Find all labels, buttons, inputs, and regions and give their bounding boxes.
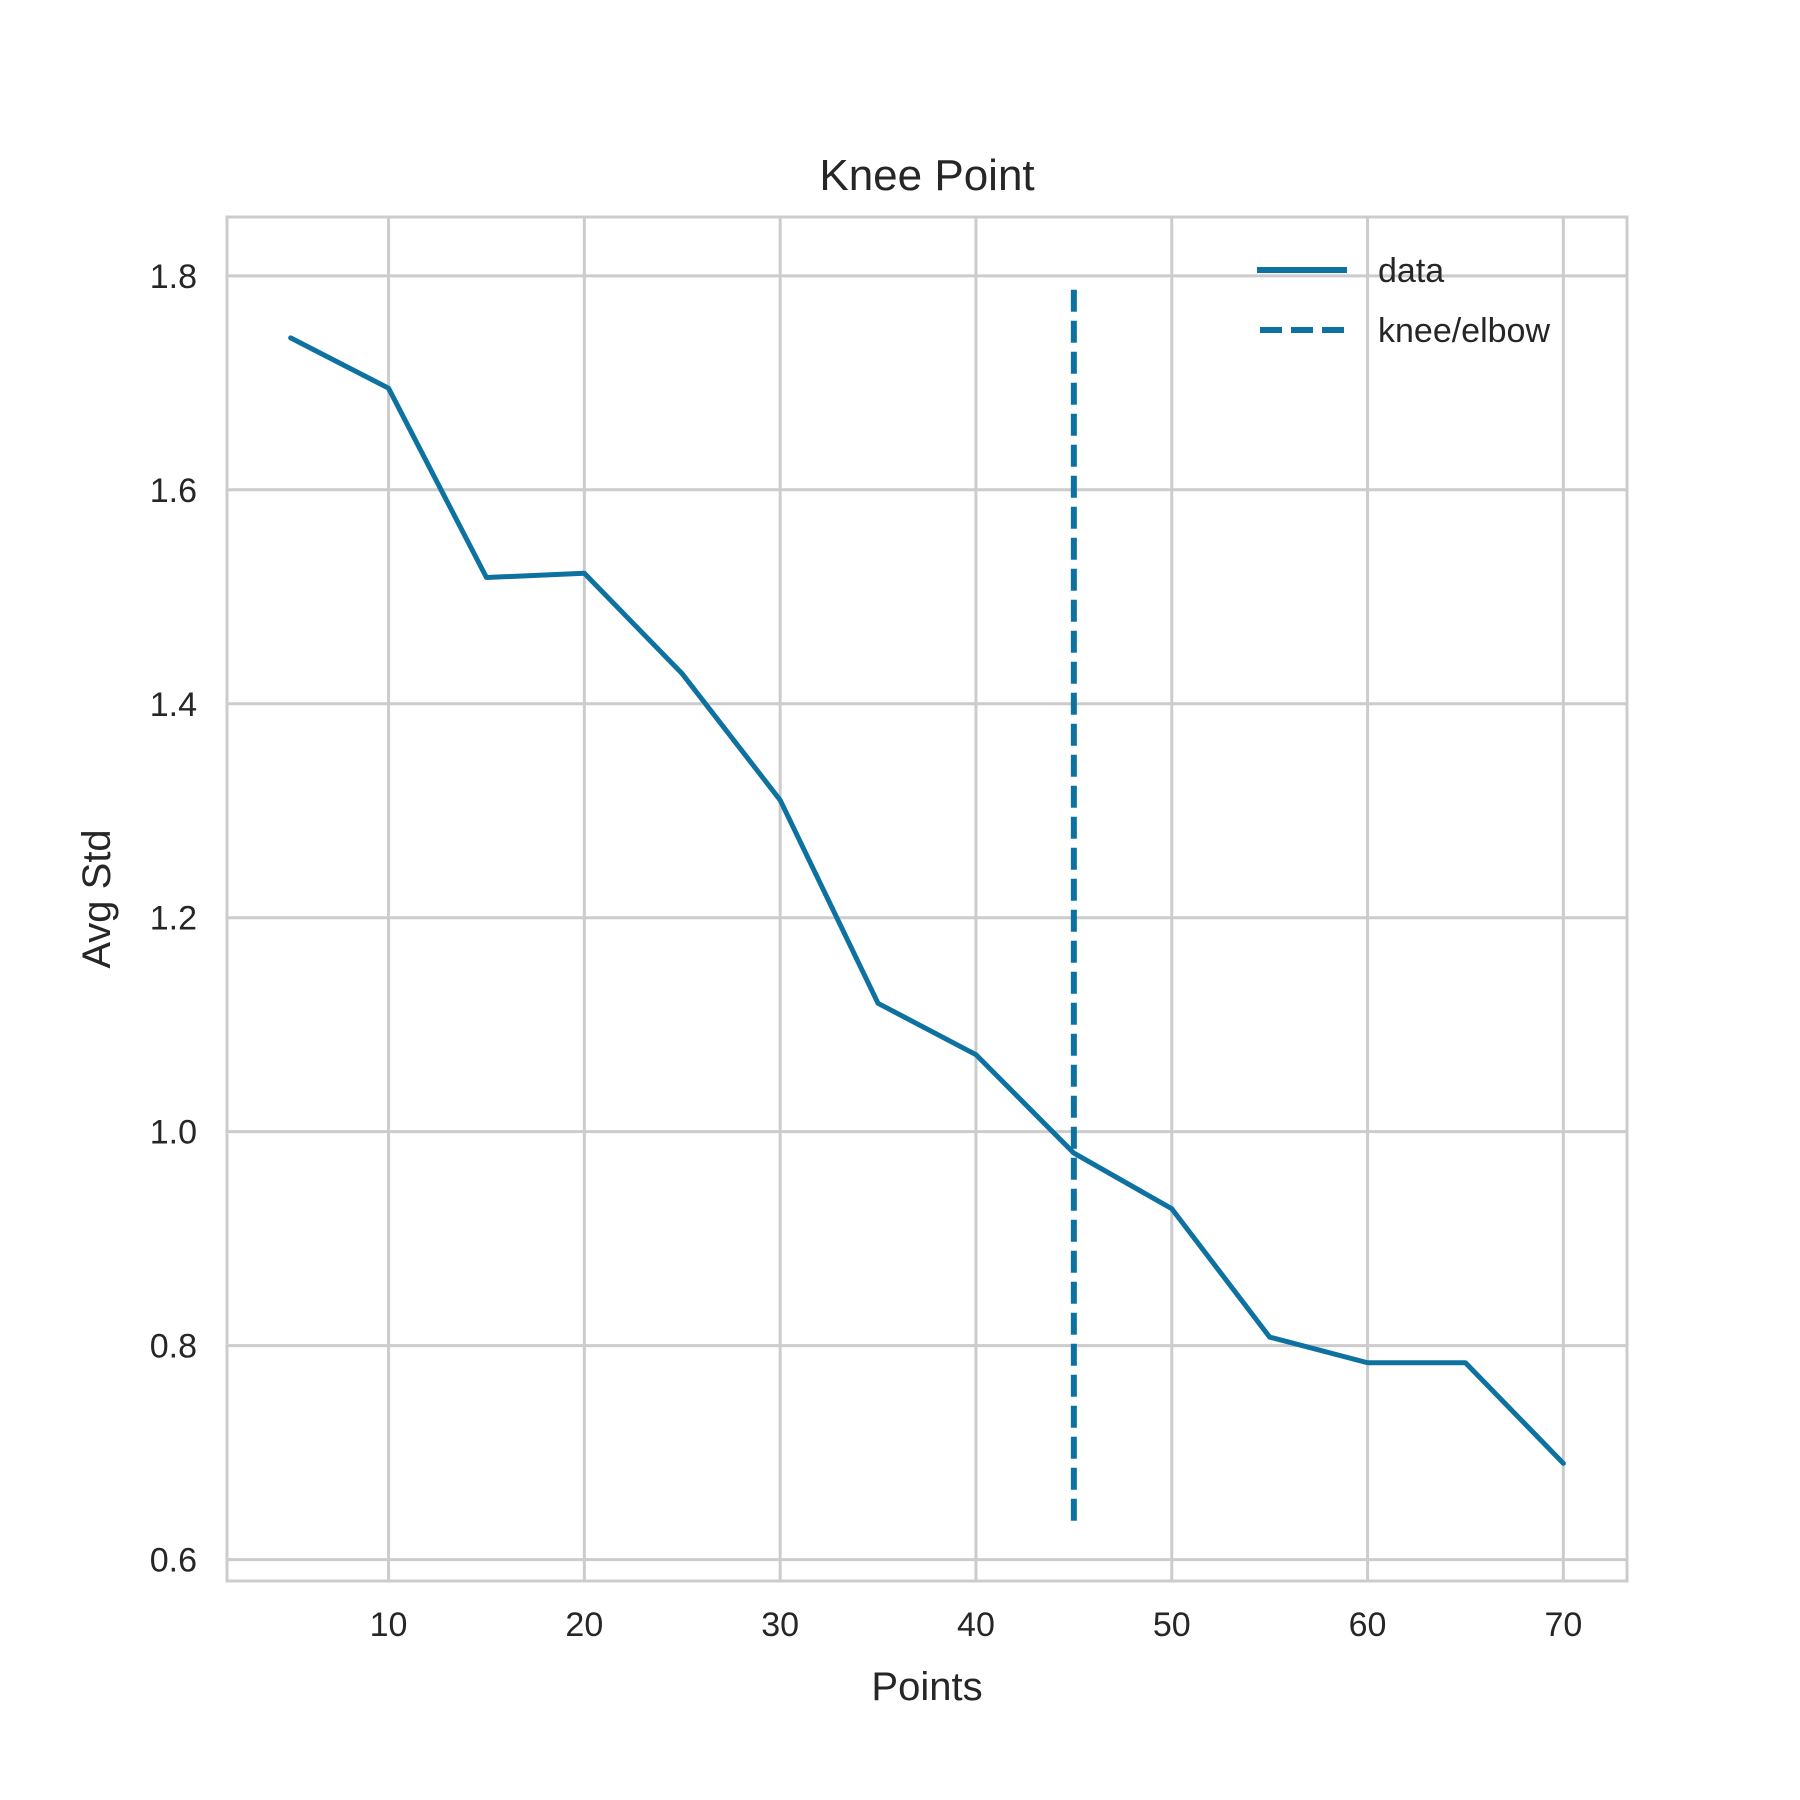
y-tick-label: 1.6 bbox=[150, 472, 197, 510]
x-tick-label: 60 bbox=[1349, 1606, 1387, 1644]
x-axis-label: Points bbox=[871, 1665, 982, 1709]
legend-label-knee: knee/elbow bbox=[1378, 312, 1550, 350]
grid-lines bbox=[227, 217, 1627, 1581]
x-tick-label: 30 bbox=[761, 1606, 799, 1644]
plot-frame bbox=[225, 215, 1629, 1583]
tick-labels: 10 20 30 40 50 60 70 0.6 0.8 1.0 1.2 1.4 1.6 1.8 bbox=[150, 258, 1583, 1644]
y-axis-label: Avg Std bbox=[75, 829, 119, 968]
series-marks bbox=[288, 289, 1566, 1523]
y-tick-label: 0.8 bbox=[150, 1328, 197, 1366]
y-tick-label: 1.4 bbox=[150, 686, 197, 724]
x-tick-label: 70 bbox=[1544, 1606, 1582, 1644]
legend: data knee/elbow bbox=[1257, 252, 1550, 350]
y-tick-label: 1.2 bbox=[150, 900, 197, 938]
series-line-data bbox=[288, 335, 1566, 1466]
y-tick-label: 1.8 bbox=[150, 258, 197, 296]
legend-label-data: data bbox=[1378, 252, 1444, 290]
x-tick-label: 50 bbox=[1153, 1606, 1191, 1644]
x-tick-label: 20 bbox=[565, 1606, 603, 1644]
chart-title: Knee Point bbox=[819, 151, 1034, 200]
y-tick-label: 0.6 bbox=[150, 1542, 197, 1580]
x-tick-label: 10 bbox=[370, 1606, 408, 1644]
plot-area bbox=[227, 217, 1627, 1581]
y-tick-label: 1.0 bbox=[150, 1114, 197, 1152]
x-tick-label: 40 bbox=[957, 1606, 995, 1644]
